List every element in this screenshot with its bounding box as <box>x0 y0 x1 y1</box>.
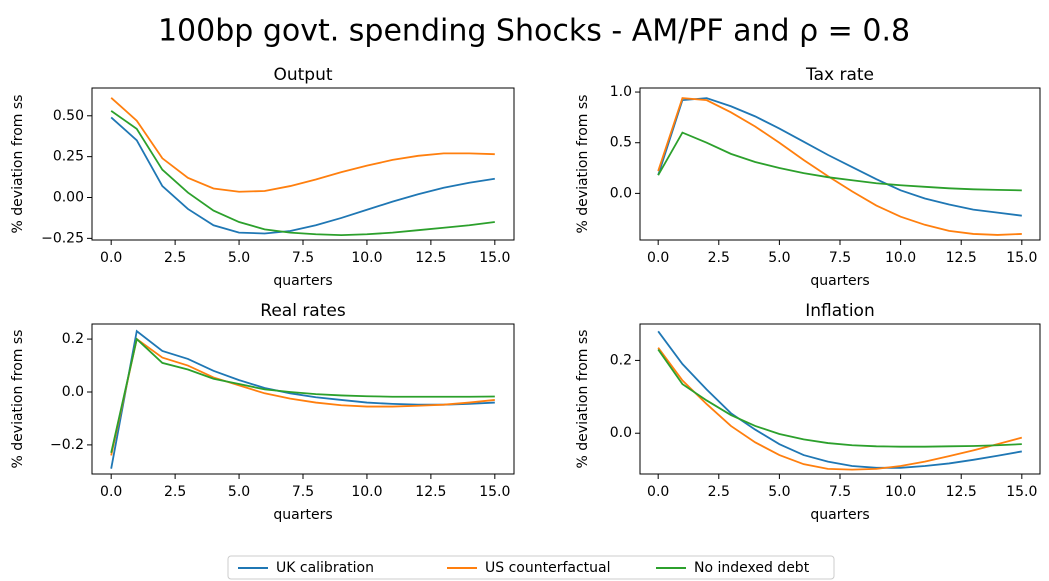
y-tick-label: 0.25 <box>53 149 84 165</box>
y-tick-label: 0.00 <box>53 190 84 206</box>
y-axis-label: % deviation from ss <box>10 330 26 469</box>
x-tick-label: 12.5 <box>415 250 446 266</box>
x-tick-label: 7.5 <box>292 484 314 500</box>
x-tick-label: 15.0 <box>1006 250 1037 266</box>
series-line <box>110 116 495 235</box>
x-tick-label: 7.5 <box>829 250 851 266</box>
x-tick-label: 2.5 <box>708 484 730 500</box>
x-tick-label: 10.0 <box>885 484 916 500</box>
y-tick-label: −0.2 <box>50 437 84 453</box>
y-tick-label: −0.25 <box>41 230 84 246</box>
x-tick-label: 0.0 <box>100 484 122 500</box>
series-line <box>110 337 495 454</box>
series-line <box>657 97 1022 236</box>
x-tick-label: 15.0 <box>479 484 510 500</box>
series-line <box>657 131 1022 192</box>
x-tick-label: 0.0 <box>100 250 122 266</box>
x-tick-label: 2.5 <box>164 250 186 266</box>
y-tick-label: 0.2 <box>62 331 84 347</box>
x-tick-label: 2.5 <box>164 484 186 500</box>
x-axis-label: quarters <box>810 507 869 523</box>
plot-frame <box>91 87 515 241</box>
y-axis-label: % deviation from ss <box>575 95 591 234</box>
series-line <box>657 347 1023 471</box>
x-axis-label: quarters <box>810 273 869 289</box>
x-tick-label: 2.5 <box>708 250 730 266</box>
series-line <box>657 97 1022 217</box>
plot-frame <box>91 323 515 475</box>
x-tick-label: 7.5 <box>292 250 314 266</box>
x-tick-label: 5.0 <box>768 250 790 266</box>
x-tick-label: 0.0 <box>647 250 669 266</box>
x-tick-label: 5.0 <box>768 484 790 500</box>
series-line <box>657 330 1022 469</box>
y-tick-label: 0.0 <box>62 384 84 400</box>
series-line <box>110 337 495 456</box>
y-tick-label: 0.50 <box>53 108 84 124</box>
x-tick-label: 10.0 <box>351 250 382 266</box>
series-line <box>110 97 495 193</box>
x-tick-label: 12.5 <box>946 250 977 266</box>
y-tick-label: 0.0 <box>610 425 632 441</box>
plot-frame <box>639 87 1041 241</box>
x-tick-label: 0.0 <box>647 484 669 500</box>
x-axis-label: quarters <box>273 507 332 523</box>
chart-title: Output <box>273 65 332 85</box>
legend-label: UK calibration <box>276 560 374 576</box>
x-tick-label: 12.5 <box>415 484 446 500</box>
y-axis-label: % deviation from ss <box>575 330 591 469</box>
chart-title: Tax rate <box>805 65 874 85</box>
legend-label: US counterfactual <box>485 560 611 576</box>
series-line <box>110 110 495 236</box>
x-tick-label: 10.0 <box>351 484 382 500</box>
y-tick-label: 0.0 <box>610 185 632 201</box>
y-tick-label: 0.2 <box>610 352 632 368</box>
x-tick-label: 15.0 <box>1006 484 1037 500</box>
legend-box <box>227 555 835 580</box>
x-tick-label: 7.5 <box>829 484 851 500</box>
chart-title: Real rates <box>260 301 346 321</box>
plot-frame <box>639 323 1041 475</box>
legend-label: No indexed debt <box>694 560 810 576</box>
x-tick-label: 10.0 <box>885 250 916 266</box>
chart-title: Inflation <box>805 301 874 321</box>
x-tick-label: 15.0 <box>479 250 510 266</box>
y-tick-label: 1.0 <box>610 84 632 100</box>
x-axis-label: quarters <box>273 273 332 289</box>
figure-title: 100bp govt. spending Shocks - AM/PF and … <box>158 14 910 49</box>
x-tick-label: 5.0 <box>228 250 250 266</box>
x-tick-label: 12.5 <box>946 484 977 500</box>
y-axis-label: % deviation from ss <box>10 95 26 234</box>
x-tick-label: 5.0 <box>228 484 250 500</box>
y-tick-label: 0.5 <box>610 135 632 151</box>
series-line <box>657 348 1022 448</box>
